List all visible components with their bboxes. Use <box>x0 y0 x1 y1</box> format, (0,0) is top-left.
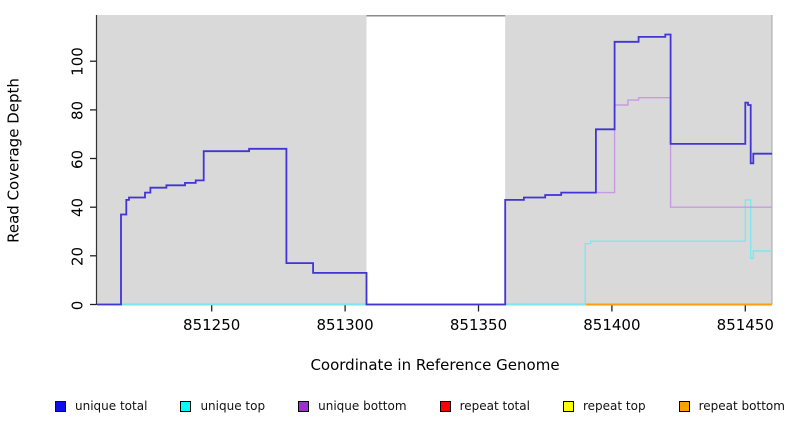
legend-item-unique-total: unique total <box>55 399 147 413</box>
legend-color-swatch <box>562 400 574 412</box>
series-line-unique-top <box>97 199 772 306</box>
y-axis-label: Read Coverage Depth <box>4 78 23 243</box>
legend-color-swatch <box>439 400 451 412</box>
legend-color-swatch <box>298 400 310 412</box>
y-tick-label: 20 <box>68 246 87 266</box>
y-tick-label: 0 <box>68 300 87 310</box>
legend-item-unique-bottom: unique bottom <box>298 399 407 413</box>
y-tick-label: 60 <box>68 149 87 169</box>
x-axis-label: Coordinate in Reference Genome <box>310 356 560 374</box>
no-data-region <box>366 15 506 306</box>
legend-item-label: unique bottom <box>318 399 407 413</box>
legend-item-label: unique total <box>75 399 148 413</box>
y-tick-label: 40 <box>68 198 87 218</box>
y-tick-label: 100 <box>68 47 87 77</box>
x-tick-label: 851350 <box>449 316 508 334</box>
legend: unique total unique top unique bottom repea… <box>55 395 785 417</box>
series-line-unique-total <box>97 33 772 306</box>
y-tick-label: 80 <box>68 100 87 120</box>
legend-color-swatch <box>678 400 690 412</box>
legend-color-swatch <box>180 400 192 412</box>
legend-item-repeat-total: repeat total <box>439 399 530 413</box>
legend-item-unique-top: unique top <box>180 399 265 413</box>
x-tick-label: 851400 <box>583 316 641 334</box>
legend-color-swatch <box>55 400 66 412</box>
legend-item-repeat-bottom: repeat bottom <box>678 399 785 413</box>
x-tick-label: 851250 <box>183 316 241 334</box>
legend-item-repeat-top: repeat top <box>562 399 646 413</box>
x-tick-label: 851300 <box>316 316 374 334</box>
legend-item-label: repeat total <box>459 399 530 413</box>
legend-item-label: unique top <box>200 399 266 413</box>
legend-item-label: repeat top <box>582 399 646 413</box>
x-tick-label: 851450 <box>716 316 774 334</box>
legend-item-label: repeat bottom <box>698 399 785 413</box>
